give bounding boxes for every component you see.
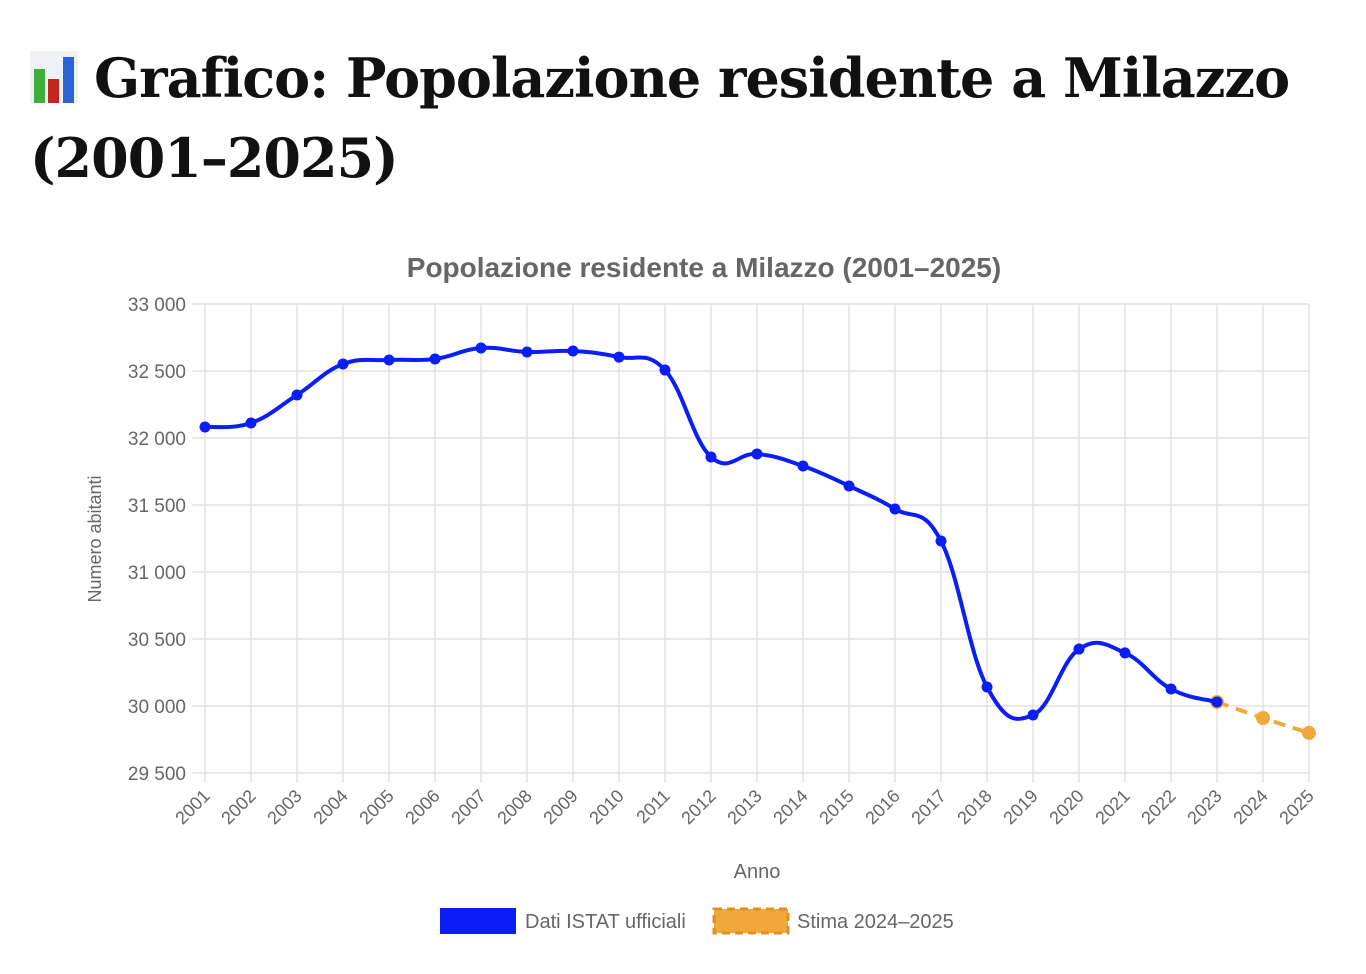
x-tick-label: 2016 [861, 786, 903, 828]
data-point [889, 503, 901, 515]
y-tick-label: 32 000 [128, 429, 186, 450]
legend: Dati ISTAT ufficiali Stima 2024–2025 [440, 907, 954, 935]
x-axis-label: Anno [734, 861, 781, 883]
bar-chart-icon [30, 44, 78, 103]
chart-title: Popolazione residente a Milazzo (2001–20… [407, 252, 1001, 283]
y-tick-label: 31 500 [128, 496, 186, 517]
x-tick-label: 2015 [815, 786, 857, 828]
data-point [1302, 725, 1316, 740]
x-tick-label: 2006 [401, 786, 443, 828]
x-tick-label: 2001 [171, 786, 213, 828]
series-line-istat [204, 345, 1218, 721]
data-point [1027, 709, 1039, 721]
x-tick-label: 2014 [769, 786, 811, 828]
x-tick-label: 2004 [309, 786, 351, 828]
x-tick-label: 2024 [1229, 786, 1271, 828]
x-tick-label: 2017 [907, 786, 949, 828]
data-point [291, 389, 303, 401]
legend-swatch-stima[interactable] [712, 907, 790, 935]
data-point [705, 451, 717, 463]
data-point [1073, 643, 1085, 655]
x-tick-label: 2021 [1091, 786, 1133, 828]
x-tick-label: 2009 [539, 786, 581, 828]
data-point [613, 351, 625, 363]
y-tick-label: 32 500 [128, 362, 186, 383]
x-tick-label: 2019 [999, 786, 1041, 828]
x-tick-label: 2018 [953, 786, 995, 828]
x-tick-label: 2012 [677, 786, 719, 828]
data-point [1211, 696, 1223, 708]
x-tick-label: 2022 [1137, 786, 1179, 828]
x-tick-label: 2025 [1275, 786, 1317, 828]
y-tick-label: 29 500 [128, 764, 186, 785]
data-point [981, 681, 993, 693]
series-line-stima [1216, 700, 1310, 735]
data-point [383, 354, 395, 366]
data-point [935, 535, 947, 547]
y-tick-label: 30 500 [128, 630, 186, 651]
x-tick-label: 2007 [447, 786, 489, 828]
y-tick-label: 31 000 [128, 563, 186, 584]
x-tick-label: 2010 [585, 786, 627, 828]
page-title: Grafico: Popolazione residente a Milazzo… [30, 44, 1290, 190]
data-point [475, 342, 487, 354]
data-point [1165, 683, 1177, 695]
legend-swatch-istat[interactable] [440, 908, 516, 934]
data-point [521, 346, 533, 358]
x-tick-label: 2023 [1183, 786, 1225, 828]
data-point [843, 480, 855, 492]
data-point [659, 364, 671, 376]
data-point [245, 417, 257, 429]
data-point [1256, 711, 1270, 726]
legend-label-stima[interactable]: Stima 2024–2025 [797, 911, 954, 933]
legend-label-istat[interactable]: Dati ISTAT ufficiali [525, 911, 686, 933]
data-point [429, 353, 441, 365]
x-tick-label: 2011 [632, 786, 674, 828]
data-point [797, 460, 809, 472]
x-tick-label: 2013 [723, 786, 765, 828]
data-point [199, 421, 211, 433]
y-axis-label: Numero abitanti [85, 475, 105, 602]
x-tick-label: 2005 [355, 786, 397, 828]
data-point [567, 345, 579, 357]
data-point [1119, 647, 1131, 659]
x-tick-label: 2002 [217, 786, 259, 828]
y-tick-label: 33 000 [128, 295, 186, 316]
x-tick-label: 2008 [493, 786, 535, 828]
y-tick-label: 30 000 [128, 697, 186, 718]
data-point [751, 448, 763, 460]
x-tick-label: 2020 [1045, 786, 1087, 828]
x-tick-label: 2003 [263, 786, 305, 828]
data-point [1210, 694, 1224, 709]
data-point [337, 358, 349, 370]
